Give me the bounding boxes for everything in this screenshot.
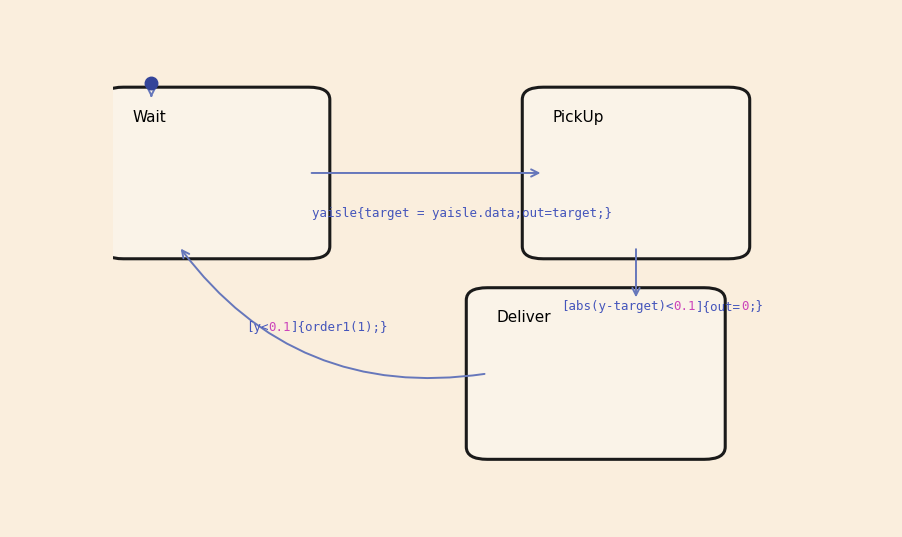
Text: 0.1: 0.1 — [673, 300, 695, 313]
Text: ;}: ;} — [748, 300, 762, 313]
FancyBboxPatch shape — [521, 87, 749, 259]
Text: ]{order1(1);}: ]{order1(1);} — [290, 321, 388, 333]
Text: ]{out=: ]{out= — [695, 300, 740, 313]
Text: 0: 0 — [740, 300, 748, 313]
FancyArrowPatch shape — [182, 250, 484, 378]
Text: [abs(y-target)<: [abs(y-target)< — [560, 300, 673, 313]
Text: [y<: [y< — [245, 321, 268, 333]
Text: PickUp: PickUp — [552, 110, 603, 125]
FancyBboxPatch shape — [465, 288, 724, 459]
Text: 0.1: 0.1 — [268, 321, 290, 333]
FancyBboxPatch shape — [102, 87, 329, 259]
Text: yaisle{target = yaisle.data;out=target;}: yaisle{target = yaisle.data;out=target;} — [312, 207, 612, 220]
Text: Wait: Wait — [133, 110, 166, 125]
Text: Deliver: Deliver — [496, 310, 550, 325]
